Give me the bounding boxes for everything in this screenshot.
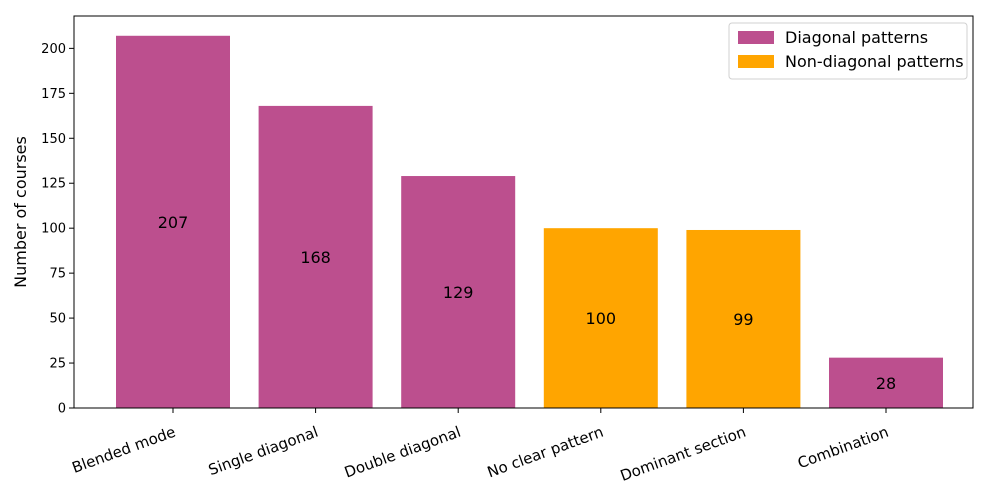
data-label: 28 <box>876 374 896 393</box>
plot-frame <box>73 15 974 409</box>
data-label: 168 <box>300 248 331 267</box>
legend-swatch <box>738 31 774 44</box>
legend-label: Diagonal patterns <box>785 28 928 47</box>
legend-box <box>728 22 968 80</box>
y-tick-label: 25 <box>49 357 66 372</box>
bar-no-clear-pattern <box>543 228 658 408</box>
bar-combination <box>829 357 943 408</box>
y-tick-label: 100 <box>41 222 66 237</box>
y-tick-label: 200 <box>41 42 66 57</box>
y-tick-label: 50 <box>49 312 66 327</box>
bar-single-diagonal <box>258 105 373 408</box>
y-tick-label: 75 <box>49 267 66 282</box>
data-labels-group: 207 168 129 100 99 28 <box>158 213 896 393</box>
y-axis-label: Number of courses <box>11 136 30 288</box>
bar-dominant-section <box>686 229 801 408</box>
legend-label: Non-diagonal patterns <box>785 52 964 71</box>
bar-double-diagonal <box>401 176 516 408</box>
y-tick-label: 175 <box>41 87 66 102</box>
data-label: 207 <box>158 213 189 232</box>
y-tick-label: 150 <box>41 132 66 147</box>
y-tick-label: 0 <box>58 402 66 417</box>
bar-blended-mode <box>116 35 230 408</box>
bars-group <box>116 35 943 408</box>
data-label: 129 <box>443 283 474 302</box>
legend: Diagonal patterns Non-diagonal patterns <box>728 22 968 80</box>
data-label: 99 <box>733 310 753 329</box>
data-label: 100 <box>586 309 617 328</box>
y-axis: 0 25 50 75 100 125 150 175 200 <box>41 42 74 417</box>
y-tick-label: 125 <box>41 177 66 192</box>
legend-swatch <box>738 55 774 68</box>
